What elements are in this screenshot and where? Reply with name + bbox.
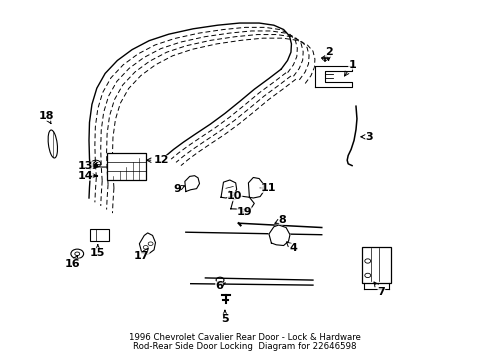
Text: 8: 8 <box>274 215 286 225</box>
Text: 12: 12 <box>146 155 169 165</box>
Polygon shape <box>248 177 264 198</box>
Text: 17: 17 <box>134 248 149 261</box>
Polygon shape <box>221 180 236 198</box>
Bar <box>361 247 390 283</box>
Text: 3: 3 <box>360 132 372 142</box>
Text: 6: 6 <box>215 281 225 291</box>
Polygon shape <box>230 196 254 210</box>
Text: 14: 14 <box>78 171 97 181</box>
Text: 7: 7 <box>373 282 385 297</box>
Text: 13: 13 <box>78 161 97 171</box>
Polygon shape <box>315 66 351 87</box>
Text: 16: 16 <box>64 256 80 269</box>
Text: 10: 10 <box>226 191 242 201</box>
Text: 2: 2 <box>324 47 332 60</box>
Text: 18: 18 <box>39 111 54 123</box>
Polygon shape <box>139 233 155 255</box>
Text: 9: 9 <box>173 184 184 194</box>
Bar <box>90 229 109 241</box>
Text: 4: 4 <box>286 242 297 253</box>
Text: 1996 Chevrolet Cavalier Rear Door - Lock & Hardware: 1996 Chevrolet Cavalier Rear Door - Lock… <box>128 333 360 342</box>
Bar <box>106 153 145 180</box>
Text: 5: 5 <box>221 310 228 324</box>
Text: 19: 19 <box>236 207 252 217</box>
Text: 11: 11 <box>260 183 275 193</box>
Polygon shape <box>184 176 199 192</box>
Text: 15: 15 <box>90 245 105 258</box>
Text: 1: 1 <box>344 60 355 76</box>
Text: Rod-Rear Side Door Locking  Diagram for 22646598: Rod-Rear Side Door Locking Diagram for 2… <box>132 342 356 351</box>
Polygon shape <box>268 225 289 246</box>
